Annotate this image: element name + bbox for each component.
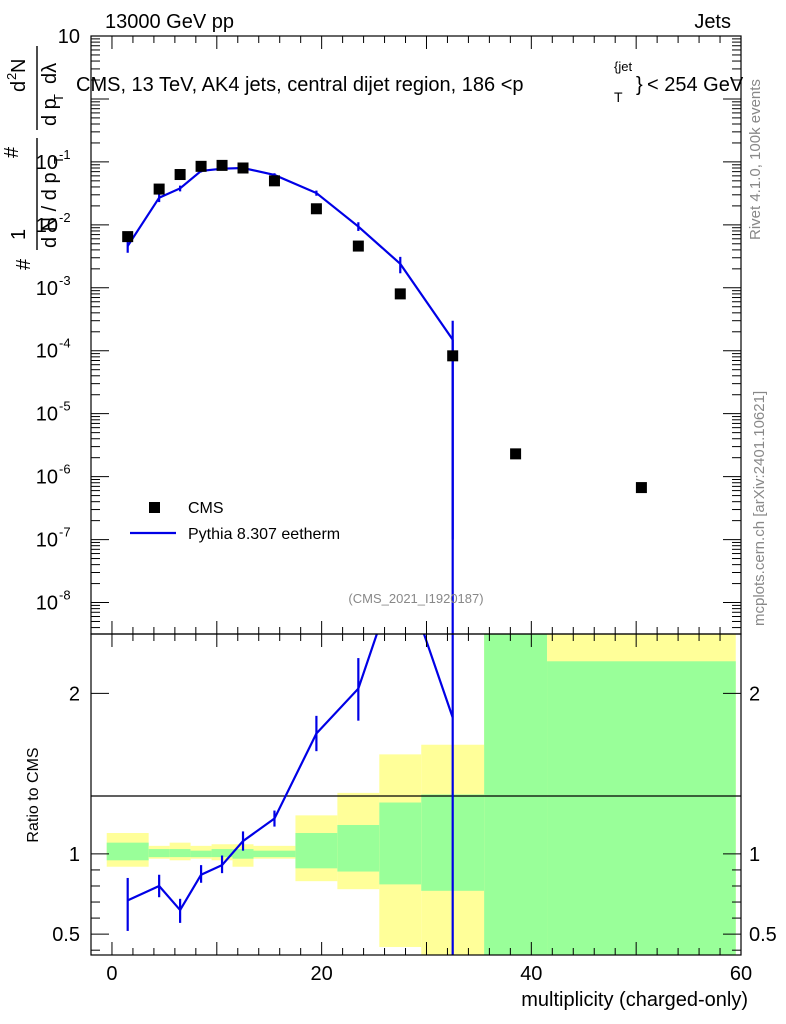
band-stat-8 <box>337 824 380 872</box>
y-tick-label-main-exp: -3 <box>59 273 71 288</box>
ratio-frame <box>90 633 742 956</box>
x-tick-label: 0 <box>106 963 117 985</box>
y-tick-label-main-exp: -2 <box>59 210 71 225</box>
band-stat-6 <box>253 850 296 858</box>
y-label-two: 2 <box>4 73 19 80</box>
y-tick-label-main-base: 10 <box>36 404 58 426</box>
data-point-9 <box>394 288 406 300</box>
band-stat-7 <box>295 833 338 869</box>
plot-title-sup-close: } <box>636 74 643 96</box>
y-tick-label-main-base: 10 <box>36 152 58 174</box>
y-label-dN: d N / d p <box>39 172 61 248</box>
ratio-axis-ticks <box>91 634 742 955</box>
plot-title-sup-jet: {jet <box>614 59 632 74</box>
y-tick-label-main-exp: -7 <box>59 525 71 540</box>
band-stat-4 <box>211 849 233 858</box>
data-point-12 <box>635 482 647 494</box>
y-tick-label-ratio-right: 1 <box>749 844 760 866</box>
x-axis-label: multiplicity (charged-only) <box>521 989 748 1011</box>
main-series <box>122 159 647 634</box>
plot-title-sub-t: T <box>614 89 623 105</box>
band-stat-2 <box>169 849 191 858</box>
band-stat-12 <box>547 661 736 955</box>
legend-data-marker <box>149 502 160 513</box>
y-label-one: 1 <box>8 229 30 240</box>
ratio-bands <box>106 634 736 955</box>
plot-title: CMS, 13 TeV, AK4 jets, central dijet reg… <box>76 74 524 96</box>
y-label-T: T <box>51 156 66 164</box>
y-tick-label-ratio-right: 2 <box>749 683 760 705</box>
y-label-T2: T <box>51 94 66 102</box>
mc-line <box>126 166 454 341</box>
band-stat-1 <box>148 849 170 858</box>
y-tick-label-main-exp: -6 <box>59 462 71 477</box>
rivet-label: Rivet 4.1.0, 100k events <box>747 79 764 240</box>
legend-data-label: CMS <box>188 500 224 517</box>
band-stat-3 <box>190 850 212 858</box>
y-tick-label-ratio-left: 1 <box>69 844 80 866</box>
y-tick-label-main-base: 10 <box>36 593 58 615</box>
main-axis-ticks <box>91 35 742 634</box>
data-point-6 <box>268 175 280 187</box>
data-point-5 <box>237 162 249 174</box>
plot-title-main: CMS, 13 TeV, AK4 jets, central dijet reg… <box>76 74 524 96</box>
y-tick-label-main-base: 10 <box>36 530 58 552</box>
ratio-series <box>126 634 454 955</box>
plot-title-tail: < 254 GeV <box>647 74 744 96</box>
y-tick-label-main-exp: -4 <box>59 336 71 351</box>
y-label-d2: d <box>8 81 30 92</box>
x-tick-label: 20 <box>311 963 333 985</box>
y-tick-label-main-base: 10 <box>36 278 58 300</box>
data-point-7 <box>310 203 322 215</box>
data-point-10 <box>447 350 459 362</box>
data-point-11 <box>510 448 522 460</box>
x-tick-labels: 0 20 40 60 <box>106 963 752 985</box>
y-label-hash2: # <box>1 146 23 158</box>
y-tick-label-main-base: 10 <box>36 215 58 237</box>
main-frame <box>90 35 742 635</box>
y-tick-label-ratio-right: 0.5 <box>749 924 777 946</box>
band-stat-9 <box>379 802 422 885</box>
data-point-0 <box>122 231 134 243</box>
x-tick-label: 40 <box>520 963 542 985</box>
header-category: Jets <box>694 11 731 33</box>
data-point-1 <box>153 183 165 195</box>
y-label-dlambda: dλ <box>39 63 61 84</box>
y-tick-label-ratio-left: 0.5 <box>52 924 80 946</box>
band-stat-11 <box>484 634 548 955</box>
data-point-3 <box>195 160 207 172</box>
y-tick-label-main-base: 10 <box>36 467 58 489</box>
y-tick-label-ratio-left: 2 <box>69 683 80 705</box>
y-axis-label-ratio: Ratio to CMS <box>25 747 42 842</box>
data-point-2 <box>174 169 186 181</box>
y-tick-labels-ratio: 2 2 1 1 0.5 0.5 <box>52 683 777 946</box>
y-tick-label-main: 10 <box>58 26 80 48</box>
band-stat-0 <box>106 842 149 861</box>
data-point-4 <box>216 159 228 171</box>
y-tick-label-main-exp: -1 <box>59 147 71 162</box>
y-label-hash1: # <box>13 258 35 270</box>
y-tick-label-main-exp: -5 <box>59 399 71 414</box>
y-label-dpT: d p <box>39 98 61 126</box>
band-stat-5 <box>232 849 254 859</box>
legend-mc-label: Pythia 8.307 eetherm <box>188 526 340 543</box>
y-label-N: N <box>8 59 30 73</box>
y-tick-label-main-base: 10 <box>36 341 58 363</box>
header-energy: 13000 GeV pp <box>105 11 234 33</box>
y-tick-label-main-exp: -8 <box>59 588 71 603</box>
data-point-8 <box>352 240 364 252</box>
mcplots-label: mcplots.cern.ch [arXiv:2401.10621] <box>751 391 768 626</box>
analysis-id: (CMS_2021_I1920187) <box>348 591 483 606</box>
y-axis-label-main: # 1 d N / d p T # d 2 N d p T dλ <box>1 46 66 270</box>
x-tick-label: 60 <box>730 963 752 985</box>
